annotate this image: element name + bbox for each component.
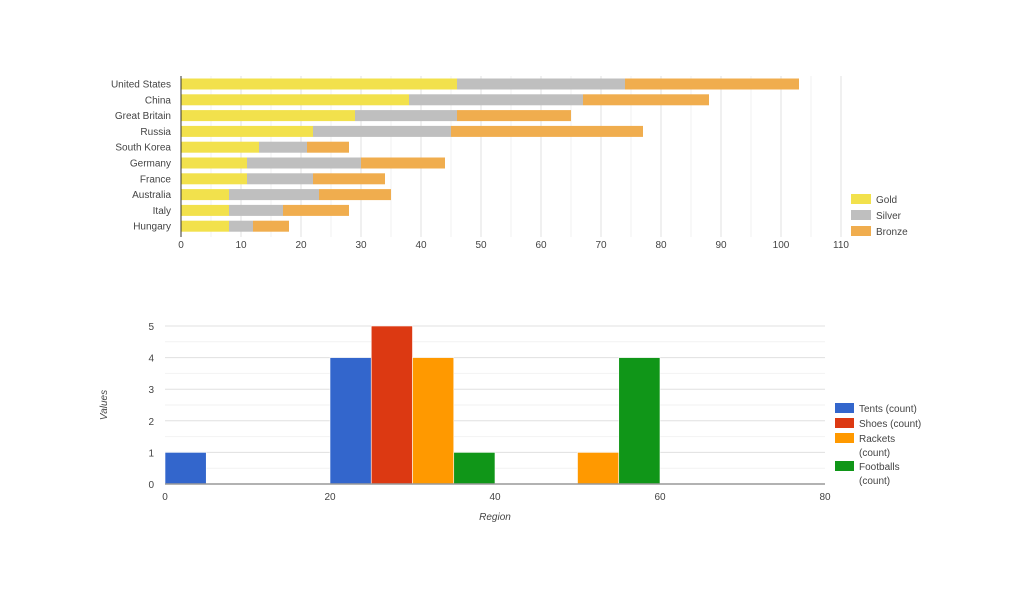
bar-gold xyxy=(181,110,355,122)
bar-silver xyxy=(355,110,457,122)
legend-swatch xyxy=(851,226,871,236)
y-tick-label: 4 xyxy=(148,354,154,365)
x-tick-label: 10 xyxy=(235,240,247,251)
histogram-bar xyxy=(618,357,661,485)
bar-gold xyxy=(181,157,247,169)
bar-silver xyxy=(229,220,253,232)
histogram-bar xyxy=(412,357,455,485)
y-tick-label: 0 xyxy=(148,480,154,491)
category-label: China xyxy=(145,95,172,106)
histogram-bar xyxy=(577,452,620,485)
bar-bronze xyxy=(451,125,643,137)
bar-bronze xyxy=(313,173,385,185)
bar-gold xyxy=(181,220,229,232)
bar-bronze xyxy=(307,141,349,153)
bar-silver xyxy=(457,78,625,90)
y-tick-label: 5 xyxy=(148,322,154,333)
x-tick-label: 70 xyxy=(595,240,607,251)
bar-silver xyxy=(409,94,583,106)
category-label: Hungary xyxy=(133,222,171,233)
bar-gold xyxy=(181,125,313,137)
x-tick-label: 80 xyxy=(819,492,831,503)
x-tick-label: 0 xyxy=(162,492,168,503)
bar-bronze xyxy=(583,94,709,106)
legend-label: Rackets (count) xyxy=(859,434,895,459)
category-label: Great Britain xyxy=(115,111,171,122)
histogram-bar xyxy=(453,452,496,485)
legend-label: Silver xyxy=(876,211,902,222)
bar-bronze xyxy=(361,157,445,169)
bar-silver xyxy=(229,189,319,201)
x-tick-label: 20 xyxy=(324,492,336,503)
bar-gold xyxy=(181,78,457,90)
x-tick-label: 0 xyxy=(178,240,184,251)
x-tick-label: 50 xyxy=(475,240,487,251)
bar-gold xyxy=(181,94,409,106)
x-tick-label: 40 xyxy=(489,492,501,503)
legend-label: Tents (count) xyxy=(859,404,917,415)
bar-silver xyxy=(229,204,283,216)
bar-bronze xyxy=(457,110,571,122)
bar-bronze xyxy=(319,189,391,201)
category-label: Australia xyxy=(132,190,171,201)
legend-label: Bronze xyxy=(876,227,908,238)
bar-bronze xyxy=(253,220,289,232)
bar-silver xyxy=(259,141,307,153)
category-label: South Korea xyxy=(115,143,171,154)
legend-swatch xyxy=(835,403,854,413)
bar-gold xyxy=(181,141,259,153)
legend-swatch xyxy=(835,433,854,443)
legend-label: Gold xyxy=(876,195,897,206)
y-axis-title: Values xyxy=(99,390,110,420)
category-label: Russia xyxy=(140,127,171,138)
legend-label: Footballs (count) xyxy=(859,462,900,487)
histogram-bar xyxy=(370,325,413,485)
bar-bronze xyxy=(625,78,799,90)
x-tick-label: 40 xyxy=(415,240,427,251)
bar-silver xyxy=(313,125,451,137)
bar-silver xyxy=(247,157,361,169)
x-tick-label: 80 xyxy=(655,240,667,251)
category-label: Germany xyxy=(130,159,171,170)
x-tick-label: 60 xyxy=(654,492,666,503)
x-tick-label: 110 xyxy=(833,240,849,251)
x-tick-label: 60 xyxy=(535,240,547,251)
bar-gold xyxy=(181,173,247,185)
y-tick-label: 1 xyxy=(148,448,154,459)
y-tick-label: 3 xyxy=(148,385,154,396)
bar-bronze xyxy=(283,204,349,216)
x-tick-label: 30 xyxy=(355,240,367,251)
bar-silver xyxy=(247,173,313,185)
legend-swatch xyxy=(835,461,854,471)
legend-swatch xyxy=(851,210,871,220)
medal-chart: United States China Great Britain Russia Sou… xyxy=(111,76,908,251)
category-label: France xyxy=(140,174,172,185)
x-axis-title: Region xyxy=(479,512,511,523)
bar-gold xyxy=(181,204,229,216)
legend-swatch xyxy=(835,418,854,428)
y-tick-label: 2 xyxy=(148,417,154,428)
x-tick-label: 100 xyxy=(773,240,790,251)
x-tick-label: 90 xyxy=(715,240,727,251)
x-tick-label: 20 xyxy=(295,240,307,251)
legend-label: Shoes (count) xyxy=(859,419,921,430)
histogram-bar xyxy=(329,357,372,485)
legend-swatch xyxy=(851,194,871,204)
bar-gold xyxy=(181,189,229,201)
category-label: Italy xyxy=(153,206,171,217)
histogram-bar xyxy=(164,452,207,485)
category-label: United States xyxy=(111,80,171,91)
